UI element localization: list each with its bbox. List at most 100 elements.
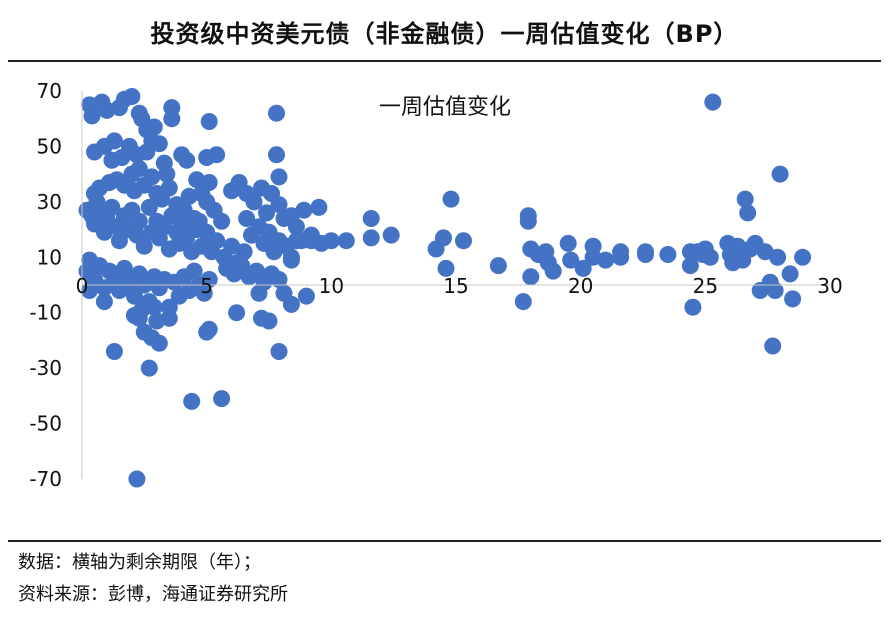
- data-point: [250, 284, 268, 302]
- data-point: [105, 343, 123, 360]
- data-point: [213, 390, 231, 408]
- data-point: [180, 187, 198, 205]
- data-point: [140, 198, 158, 216]
- data-point: [140, 359, 158, 377]
- data-point: [183, 392, 201, 410]
- data-point: [637, 246, 654, 263]
- y-tick-labels: 70 50 30 10 -10 -30 -50 -70: [29, 79, 62, 491]
- x-tick-label: 0: [76, 274, 89, 298]
- data-point: [362, 229, 380, 247]
- data-point: [522, 268, 540, 286]
- data-point: [145, 118, 163, 136]
- chart-title: 投资级中资美元债（非金融债）一周估值变化（BP）: [150, 20, 739, 48]
- y-tick-label: 70: [37, 79, 62, 103]
- data-point: [559, 234, 577, 252]
- data-point: [544, 262, 562, 280]
- y-tick-label: 30: [37, 190, 62, 214]
- source-note-axis: 数据：横轴为剩余期限（年）；: [18, 552, 261, 573]
- x-tick-labels: 0 5 10 15 20 25 30: [76, 274, 843, 298]
- data-point: [362, 210, 380, 227]
- data-point: [764, 337, 782, 355]
- data-point: [208, 146, 226, 164]
- data-point: [208, 232, 226, 250]
- data-point: [160, 309, 178, 327]
- data-point: [200, 320, 218, 338]
- data-point: [519, 212, 537, 230]
- x-tick-label: 20: [568, 274, 593, 298]
- data-point: [574, 259, 592, 277]
- data-point: [158, 165, 176, 183]
- data-point: [784, 290, 802, 308]
- data-point: [701, 248, 719, 266]
- data-point: [704, 93, 722, 111]
- data-point: [597, 251, 615, 269]
- data-point: [195, 284, 213, 302]
- data-point: [130, 212, 148, 230]
- data-point: [228, 304, 246, 322]
- data-point: [178, 151, 196, 169]
- data-point: [235, 243, 253, 261]
- data-point: [295, 201, 313, 219]
- data-point: [123, 88, 141, 105]
- source-note-data: 资料来源：彭博，海通证券研究所: [18, 584, 288, 605]
- data-point: [794, 248, 812, 266]
- data-point: [455, 232, 472, 250]
- x-tick-label: 30: [817, 274, 842, 298]
- data-point: [681, 257, 699, 275]
- y-tick-label: -30: [29, 356, 62, 380]
- x-tick-label: 10: [319, 274, 344, 298]
- data-point: [95, 293, 113, 311]
- data-point: [258, 204, 275, 222]
- x-tick-label: 25: [693, 274, 718, 298]
- data-point: [81, 282, 98, 299]
- data-point: [150, 135, 168, 153]
- data-point: [245, 193, 263, 211]
- data-point: [562, 251, 580, 269]
- data-point: [297, 287, 315, 305]
- y-tick-label: -10: [29, 301, 62, 325]
- data-point: [163, 110, 181, 128]
- data-point: [771, 165, 789, 183]
- data-point: [213, 212, 231, 230]
- data-point: [781, 265, 799, 283]
- data-point: [437, 259, 455, 277]
- data-point: [739, 204, 757, 222]
- data-point: [173, 215, 191, 233]
- bottom-rule: [8, 540, 881, 542]
- data-point: [612, 248, 630, 266]
- data-point: [160, 179, 178, 197]
- data-point: [143, 168, 161, 186]
- data-point: [769, 248, 787, 266]
- data-point: [238, 210, 256, 227]
- data-point: [270, 343, 288, 360]
- data-point: [115, 259, 133, 277]
- data-point: [200, 271, 218, 288]
- data-point: [270, 196, 288, 214]
- data-point: [260, 312, 278, 330]
- data-point: [135, 237, 153, 255]
- data-point: [435, 229, 452, 247]
- data-point: [322, 232, 340, 250]
- data-point: [145, 298, 163, 316]
- data-point: [95, 279, 113, 297]
- data-point: [270, 168, 288, 186]
- data-point: [268, 104, 285, 122]
- data-point: [442, 190, 460, 208]
- data-point: [659, 246, 677, 263]
- data-point: [310, 198, 328, 216]
- data-point: [200, 113, 218, 130]
- data-point: [103, 198, 121, 216]
- y-tick-label: 50: [37, 134, 62, 158]
- x-tick-label: 15: [443, 274, 468, 298]
- scatter-plot: 0 5 10 15 20 25 30 70 50 30 10 -10 -30 -50 -70 一周估值变化: [29, 79, 843, 491]
- x-tick-label: 5: [200, 274, 213, 298]
- y-tick-label: -50: [29, 412, 62, 436]
- data-point: [287, 218, 305, 236]
- plot-inner-title: 一周估值变化: [379, 95, 511, 120]
- data-point: [282, 295, 300, 313]
- points-layer: [78, 88, 812, 488]
- data-point: [130, 160, 148, 178]
- data-point: [125, 287, 143, 305]
- data-point: [282, 251, 300, 269]
- data-point: [185, 262, 203, 280]
